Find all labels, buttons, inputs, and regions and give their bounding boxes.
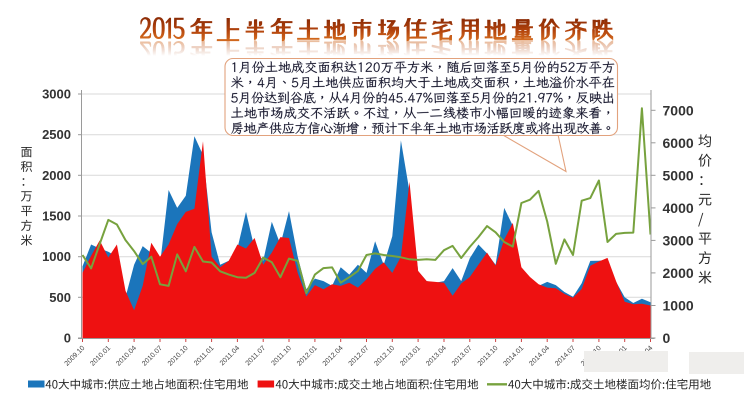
svg-text:2013.07: 2013.07 [451,345,474,368]
svg-text:1000: 1000 [42,249,71,264]
svg-text:2011.01: 2011.01 [193,345,216,368]
svg-text:2013.01: 2013.01 [399,345,422,368]
svg-text:5000: 5000 [663,167,694,183]
svg-text:2013.04: 2013.04 [425,345,448,368]
svg-text:2011.04: 2011.04 [219,345,242,368]
svg-text:2011.10: 2011.10 [270,345,293,368]
svg-text:2012.10: 2012.10 [373,345,396,368]
svg-text:0: 0 [64,331,71,346]
svg-text:2000: 2000 [42,168,71,183]
svg-text:3000: 3000 [42,87,71,102]
svg-text:2014.04: 2014.04 [528,345,551,368]
svg-text:2000: 2000 [663,265,694,281]
svg-text:1500: 1500 [42,209,71,224]
svg-text:2500: 2500 [42,127,71,142]
svg-text:2010.10: 2010.10 [167,345,190,368]
svg-text:2012.07: 2012.07 [348,345,371,368]
svg-text:2013.10: 2013.10 [477,345,500,368]
svg-text:2011.07: 2011.07 [245,345,268,368]
svg-text:2012.04: 2012.04 [322,345,345,368]
svg-text:2012.01: 2012.01 [296,345,319,368]
svg-text:2014.07: 2014.07 [554,345,577,368]
svg-text:4000: 4000 [663,200,694,216]
svg-text:7000: 7000 [663,102,694,118]
svg-text:500: 500 [49,290,71,305]
svg-text:0: 0 [663,330,671,346]
svg-text:2009.10: 2009.10 [64,345,87,368]
svg-text:1000: 1000 [663,298,694,314]
svg-text:6000: 6000 [663,135,694,151]
svg-text:2010.01: 2010.01 [89,345,112,368]
svg-text:2010.04: 2010.04 [115,345,138,368]
svg-text:2010.07: 2010.07 [141,345,164,368]
svg-text:3000: 3000 [663,232,694,248]
svg-text:2014.01: 2014.01 [502,345,525,368]
